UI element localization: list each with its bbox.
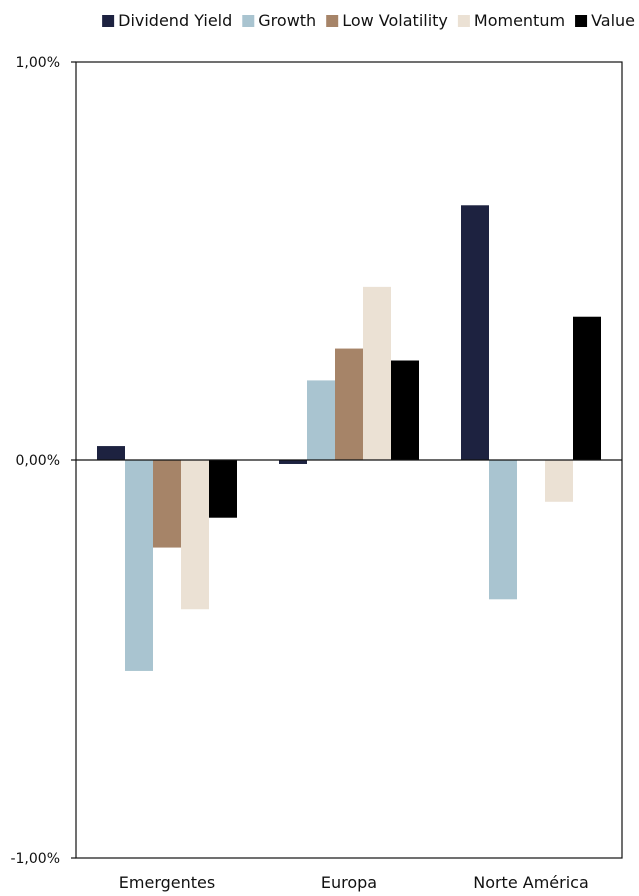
legend-label: Value [591,11,635,30]
legend-label: Dividend Yield [118,11,232,30]
chart-legend: Dividend Yield Growth Low Volatility Moment… [102,11,635,30]
legend-label: Low Volatility [342,11,448,30]
bar-dividend-yield-emergentes [97,446,125,460]
legend-item: Low Volatility [326,11,448,30]
y-axis-ticks: 1,00% 0,00% -1,00% [10,55,76,867]
bar-momentum-europa [363,286,391,460]
bar-low-volatility-europa [335,348,363,460]
bar-low-volatility-emergentes [153,460,181,548]
legend-label: Momentum [474,11,565,30]
y-tick-label: -1,00% [10,851,60,867]
legend-swatch [102,15,115,27]
bar-momentum-norte-américa [545,460,573,502]
legend-swatch [575,15,588,27]
plot-area: 1,00% 0,00% -1,00% Emergentes Europa Norte A… [10,55,623,892]
legend-item: Value [575,11,635,30]
x-category-label: Norte América [473,873,589,892]
bar-growth-norte-américa [489,460,517,600]
bar-value-emergentes [209,460,237,518]
bar-growth-europa [307,380,335,460]
x-axis-labels: Emergentes Europa Norte América [119,873,589,892]
x-category-label: Europa [321,873,377,892]
bar-dividend-yield-europa [279,460,307,464]
legend-item: Growth [242,11,316,30]
legend-label: Growth [258,11,316,30]
bar-dividend-yield-norte-américa [461,205,489,460]
bar-momentum-emergentes [181,460,209,610]
legend-item: Dividend Yield [102,11,232,30]
y-tick-label: 1,00% [16,55,60,71]
y-tick-label: 0,00% [16,453,60,469]
bar-growth-emergentes [125,460,153,671]
bars-group [97,205,601,671]
x-category-label: Emergentes [119,873,215,892]
bar-value-norte-américa [573,316,601,460]
legend-swatch [326,15,339,27]
legend-swatch [457,15,470,27]
legend-item: Momentum [457,11,565,30]
bar-value-europa [391,360,419,460]
legend-swatch [242,15,255,27]
